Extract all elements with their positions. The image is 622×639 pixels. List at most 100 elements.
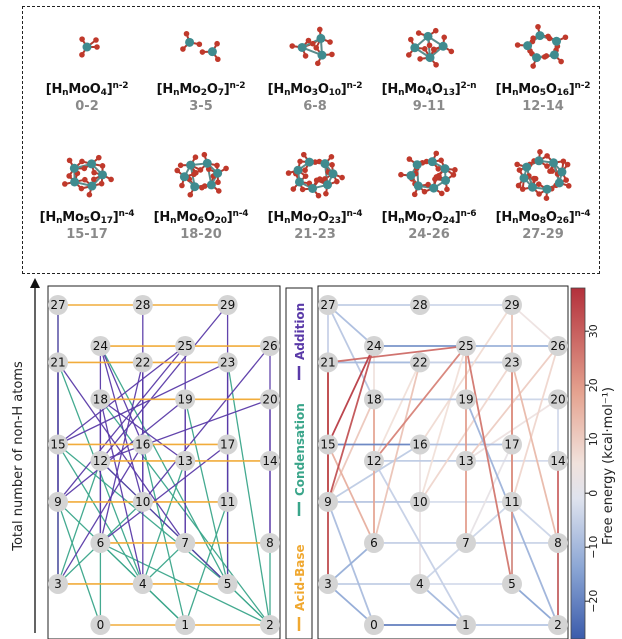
- svg-text:0: 0: [370, 618, 378, 632]
- species-node: 25: [456, 336, 476, 356]
- species-node: 14: [260, 451, 280, 471]
- cluster-card: [HnMo8O26]n-4 27-29: [485, 145, 601, 242]
- svg-text:24: 24: [366, 339, 381, 353]
- species-node: 20: [548, 389, 568, 409]
- colorbar-tick: −20: [585, 590, 600, 613]
- svg-text:16: 16: [412, 437, 427, 451]
- species-node: 25: [175, 336, 195, 356]
- species-node: 26: [260, 336, 280, 356]
- species-node: 28: [133, 295, 153, 315]
- svg-text:13: 13: [458, 454, 473, 468]
- cluster-structure-icon: [47, 145, 127, 209]
- svg-text:20: 20: [262, 392, 277, 406]
- svg-text:9: 9: [54, 495, 62, 509]
- cluster-structure-icon: [503, 145, 583, 209]
- cluster-structure-icon: [503, 17, 583, 81]
- species-node: 23: [218, 352, 238, 372]
- svg-text:29: 29: [504, 298, 519, 312]
- svg-text:10: 10: [587, 432, 600, 446]
- svg-text:3: 3: [54, 577, 62, 591]
- reaction-type-legend: Acid-Base Condensation Addition: [293, 303, 307, 631]
- svg-text:11: 11: [220, 495, 235, 509]
- cluster-structure-icon: [275, 145, 355, 209]
- svg-text:14: 14: [262, 454, 277, 468]
- svg-text:1: 1: [181, 618, 189, 632]
- species-node: 23: [502, 352, 522, 372]
- left-graph-frame: [48, 286, 280, 639]
- svg-text:21: 21: [320, 355, 335, 369]
- species-node: 15: [318, 434, 338, 454]
- species-node: 7: [456, 533, 476, 553]
- svg-text:2: 2: [554, 618, 562, 632]
- species-node: 11: [218, 492, 238, 512]
- species-node: 21: [318, 352, 338, 372]
- svg-text:13: 13: [178, 454, 193, 468]
- species-node: 0: [364, 615, 384, 635]
- reaction-edge: [58, 362, 185, 543]
- cluster-index-range: 21-23: [257, 227, 373, 242]
- species-node: 17: [218, 434, 238, 454]
- svg-text:30: 30: [587, 324, 600, 338]
- cluster-formula: [HnMo5O16]n-2: [485, 81, 601, 98]
- cluster-formula: [HnMo5O17]n-4: [29, 209, 145, 226]
- species-node: 18: [364, 389, 384, 409]
- species-node: 5: [218, 574, 238, 594]
- svg-text:6: 6: [97, 536, 105, 550]
- colorbar-tick: 10: [585, 432, 600, 446]
- svg-text:26: 26: [550, 339, 565, 353]
- svg-text:26: 26: [262, 339, 277, 353]
- svg-text:21: 21: [50, 355, 65, 369]
- species-node: 14: [548, 451, 568, 471]
- svg-text:0: 0: [97, 618, 105, 632]
- cluster-card: [HnMo5O16]n-2 12-14: [485, 17, 601, 114]
- species-node: 11: [502, 492, 522, 512]
- cluster-card: [HnMo5O17]n-4 15-17: [29, 145, 145, 242]
- cluster-structure-icon: [389, 145, 469, 209]
- svg-text:28: 28: [412, 298, 427, 312]
- svg-text:−20: −20: [587, 590, 600, 613]
- species-node: 4: [410, 574, 430, 594]
- cluster-formula: [HnMo7O23]n-4: [257, 209, 373, 226]
- cluster-formula: [HnMoO4]n-2: [29, 81, 145, 98]
- species-node: 2: [260, 615, 280, 635]
- species-node: 13: [175, 451, 195, 471]
- svg-text:Condensation: Condensation: [293, 403, 307, 496]
- svg-text:15: 15: [50, 437, 65, 451]
- svg-text:5: 5: [508, 577, 516, 591]
- cluster-card: [HnMo7O24]n-6 24-26: [371, 145, 487, 242]
- cluster-index-range: 0-2: [29, 99, 145, 114]
- svg-text:7: 7: [462, 536, 470, 550]
- svg-text:1: 1: [462, 618, 470, 632]
- svg-text:17: 17: [220, 437, 235, 451]
- cluster-structure-icon: [275, 17, 355, 81]
- reaction-edge: [512, 362, 558, 543]
- colorbar-ticks: 30 20 10 0 −10 −20: [585, 324, 600, 613]
- species-node: 24: [90, 336, 110, 356]
- svg-text:8: 8: [554, 536, 562, 550]
- colorbar: [571, 288, 585, 639]
- svg-text:4: 4: [416, 577, 424, 591]
- svg-text:23: 23: [220, 355, 235, 369]
- cluster-index-range: 12-14: [485, 99, 601, 114]
- species-node: 7: [175, 533, 195, 553]
- reaction-edge: [58, 502, 185, 625]
- reaction-edge: [185, 399, 227, 584]
- species-node: 19: [175, 389, 195, 409]
- species-node: 1: [175, 615, 195, 635]
- species-node: 10: [133, 492, 153, 512]
- colorbar-tick: 20: [585, 378, 600, 392]
- svg-text:14: 14: [550, 454, 565, 468]
- svg-text:19: 19: [178, 392, 193, 406]
- svg-text:Acid-Base: Acid-Base: [293, 544, 307, 611]
- cluster-formula: [HnMo3O10]n-2: [257, 81, 373, 98]
- colorbar-tick: 0: [585, 490, 600, 497]
- cluster-card: [HnMo4O13]2-n 9-11: [371, 17, 487, 114]
- svg-text:28: 28: [135, 298, 150, 312]
- svg-text:18: 18: [93, 392, 108, 406]
- svg-text:12: 12: [93, 454, 108, 468]
- cluster-card: [HnMoO4]n-2 0-2: [29, 17, 145, 114]
- species-node: 8: [548, 533, 568, 553]
- y-axis-label: Total number of non-H atoms: [11, 361, 26, 552]
